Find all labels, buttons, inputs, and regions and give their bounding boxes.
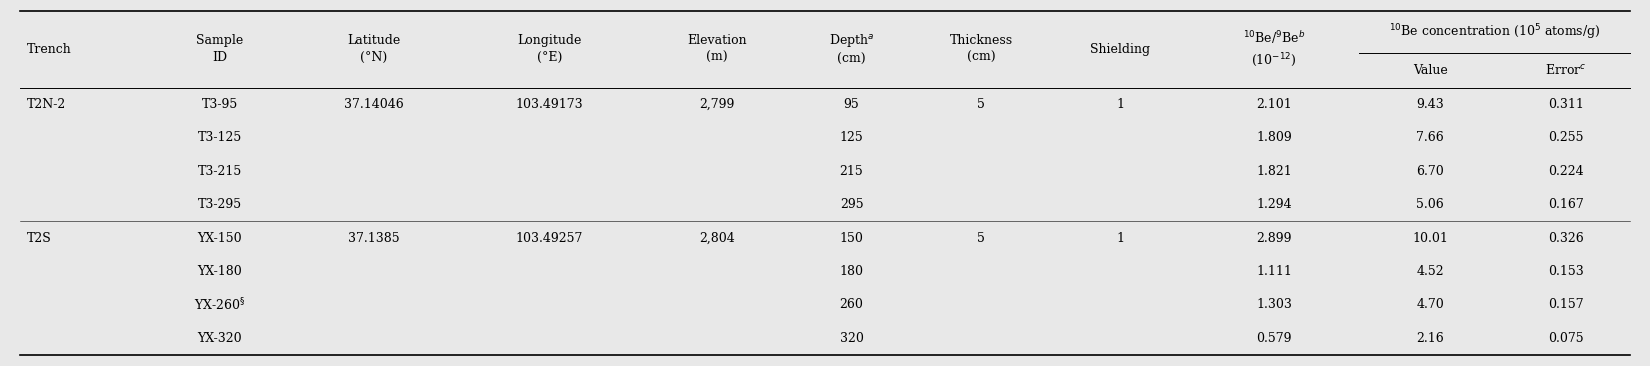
Text: 2.16: 2.16 [1416,332,1444,345]
Text: YX-260$^{\S}$: YX-260$^{\S}$ [195,296,246,313]
Text: 0.157: 0.157 [1548,298,1584,311]
Text: 5: 5 [977,98,985,111]
Text: YX-180: YX-180 [198,265,243,278]
Text: T2S: T2S [26,232,51,244]
Text: 215: 215 [840,165,863,178]
Text: Error$^{c}$: Error$^{c}$ [1544,63,1587,78]
Text: 9.43: 9.43 [1416,98,1444,111]
Text: 103.49173: 103.49173 [515,98,582,111]
Text: Value: Value [1412,64,1447,77]
Text: 7.66: 7.66 [1416,131,1444,145]
Text: 0.167: 0.167 [1548,198,1584,211]
Text: Latitude
(°N): Latitude (°N) [348,34,401,64]
Text: 5.06: 5.06 [1416,198,1444,211]
Text: 37.1385: 37.1385 [348,232,399,244]
Text: 2,804: 2,804 [700,232,734,244]
Text: 0.153: 0.153 [1548,265,1584,278]
Text: 0.224: 0.224 [1548,165,1584,178]
Text: 260: 260 [840,298,863,311]
Text: 150: 150 [840,232,863,244]
Text: 10.01: 10.01 [1412,232,1449,244]
Text: T3-95: T3-95 [201,98,238,111]
Text: 1.111: 1.111 [1256,265,1292,278]
Text: Depth$^{a}$
(cm): Depth$^{a}$ (cm) [828,33,874,66]
Text: 4.70: 4.70 [1416,298,1444,311]
Text: 6.70: 6.70 [1416,165,1444,178]
Text: 37.14046: 37.14046 [345,98,404,111]
Text: 4.52: 4.52 [1416,265,1444,278]
Text: $^{10}$Be concentration (10$^{5}$ atoms/g): $^{10}$Be concentration (10$^{5}$ atoms/… [1389,22,1600,42]
Text: 125: 125 [840,131,863,145]
Text: 5: 5 [977,232,985,244]
Text: T3-215: T3-215 [198,165,243,178]
Text: 2,799: 2,799 [700,98,734,111]
Text: Longitude
(°E): Longitude (°E) [516,34,581,64]
Text: Elevation
(m): Elevation (m) [686,34,747,64]
Text: 1: 1 [1117,232,1125,244]
Text: Trench: Trench [26,43,71,56]
Text: 1.821: 1.821 [1256,165,1292,178]
Text: 320: 320 [840,332,863,345]
Text: 1: 1 [1117,98,1125,111]
Text: 0.579: 0.579 [1256,332,1292,345]
Text: 0.326: 0.326 [1548,232,1584,244]
Text: 1.303: 1.303 [1256,298,1292,311]
Text: 103.49257: 103.49257 [516,232,582,244]
Text: 0.311: 0.311 [1548,98,1584,111]
Text: Sample
ID: Sample ID [196,34,243,64]
Text: 1.809: 1.809 [1256,131,1292,145]
Text: $^{10}$Be/$^{9}$Be$^{b}$
(10$^{-12}$): $^{10}$Be/$^{9}$Be$^{b}$ (10$^{-12}$) [1242,30,1305,69]
Text: 0.255: 0.255 [1548,131,1584,145]
Text: T3-295: T3-295 [198,198,243,211]
Text: Thickness
(cm): Thickness (cm) [950,34,1013,64]
Text: T2N-2: T2N-2 [26,98,66,111]
Text: Shielding: Shielding [1091,43,1150,56]
Text: 295: 295 [840,198,863,211]
Text: 95: 95 [843,98,860,111]
Text: 2.101: 2.101 [1256,98,1292,111]
Text: 2.899: 2.899 [1256,232,1292,244]
Text: YX-320: YX-320 [198,332,243,345]
Text: YX-150: YX-150 [198,232,243,244]
Text: 1.294: 1.294 [1256,198,1292,211]
Text: 180: 180 [840,265,863,278]
Text: 0.075: 0.075 [1548,332,1584,345]
Text: T3-125: T3-125 [198,131,243,145]
